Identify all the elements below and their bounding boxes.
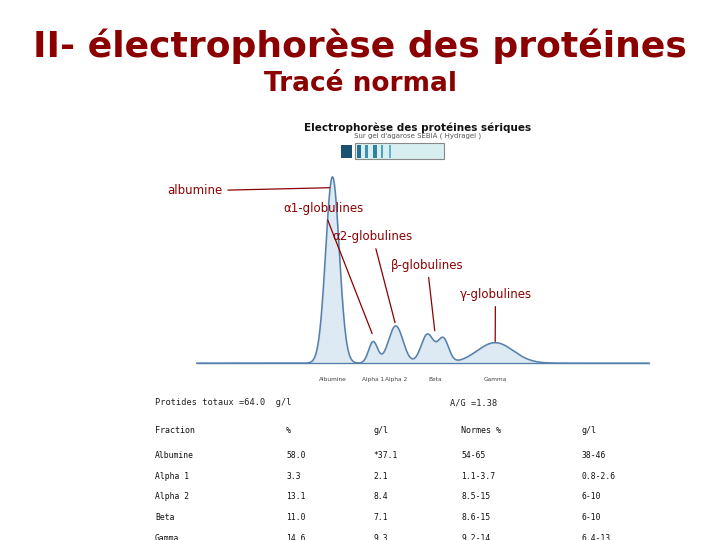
Text: 7.1: 7.1 — [374, 513, 389, 522]
Text: 3.3: 3.3 — [287, 471, 301, 481]
Text: 54-65: 54-65 — [462, 451, 486, 460]
Text: α2-globulines: α2-globulines — [333, 230, 413, 323]
Text: 2.1: 2.1 — [374, 471, 389, 481]
Text: *37.1: *37.1 — [374, 451, 398, 460]
Text: Protides totaux =64.0  g/l: Protides totaux =64.0 g/l — [155, 399, 292, 407]
Text: albumine: albumine — [167, 184, 330, 198]
Text: 8.6-15: 8.6-15 — [462, 513, 490, 522]
Text: Tracé normal: Tracé normal — [264, 71, 456, 97]
Text: Normes %: Normes % — [462, 426, 501, 435]
Text: Alpha 2: Alpha 2 — [384, 377, 407, 382]
Text: 38-46: 38-46 — [582, 451, 606, 460]
Text: 8.5-15: 8.5-15 — [462, 492, 490, 501]
Text: Gamma: Gamma — [155, 534, 179, 540]
Text: %: % — [287, 426, 292, 435]
FancyBboxPatch shape — [365, 145, 368, 158]
Text: Albumine: Albumine — [318, 377, 346, 382]
Text: 1.1-3.7: 1.1-3.7 — [462, 471, 495, 481]
FancyBboxPatch shape — [341, 145, 352, 158]
FancyBboxPatch shape — [389, 145, 391, 158]
Text: 0.8-2.6: 0.8-2.6 — [582, 471, 616, 481]
FancyBboxPatch shape — [381, 145, 384, 158]
Text: Gamma: Gamma — [484, 377, 507, 382]
Text: A/G =1.38: A/G =1.38 — [451, 399, 498, 407]
Text: 6.4-13: 6.4-13 — [582, 534, 611, 540]
Text: γ-globulines: γ-globulines — [459, 288, 531, 341]
Text: g/l: g/l — [374, 426, 389, 435]
Text: II- électrophorèse des protéines: II- électrophorèse des protéines — [33, 28, 687, 64]
Text: 9.2-14: 9.2-14 — [462, 534, 490, 540]
Text: 13.1: 13.1 — [287, 492, 306, 501]
Text: Electrophorèse des protéines sériques: Electrophorèse des protéines sériques — [304, 123, 531, 133]
Text: g/l: g/l — [582, 426, 597, 435]
Text: 6-10: 6-10 — [582, 492, 601, 501]
Text: 8.4: 8.4 — [374, 492, 389, 501]
Text: Beta: Beta — [155, 513, 174, 522]
Text: Sur gel d'agarose SEBIA ( Hydragel ): Sur gel d'agarose SEBIA ( Hydragel ) — [354, 132, 481, 139]
Text: 11.0: 11.0 — [287, 513, 306, 522]
Text: 6-10: 6-10 — [582, 513, 601, 522]
Text: Alpha 1: Alpha 1 — [155, 471, 189, 481]
FancyBboxPatch shape — [354, 143, 444, 159]
FancyBboxPatch shape — [357, 145, 361, 158]
Text: Albumine: Albumine — [155, 451, 194, 460]
Text: Alpha 2: Alpha 2 — [155, 492, 189, 501]
Text: β-globulines: β-globulines — [391, 259, 464, 330]
Text: Alpha 1: Alpha 1 — [362, 377, 384, 382]
FancyBboxPatch shape — [373, 145, 377, 158]
Text: Beta: Beta — [428, 377, 442, 382]
Text: 9.3: 9.3 — [374, 534, 389, 540]
Text: 14.6: 14.6 — [287, 534, 306, 540]
Text: α1-globulines: α1-globulines — [283, 201, 372, 334]
Text: Fraction: Fraction — [155, 426, 195, 435]
Text: 58.0: 58.0 — [287, 451, 306, 460]
